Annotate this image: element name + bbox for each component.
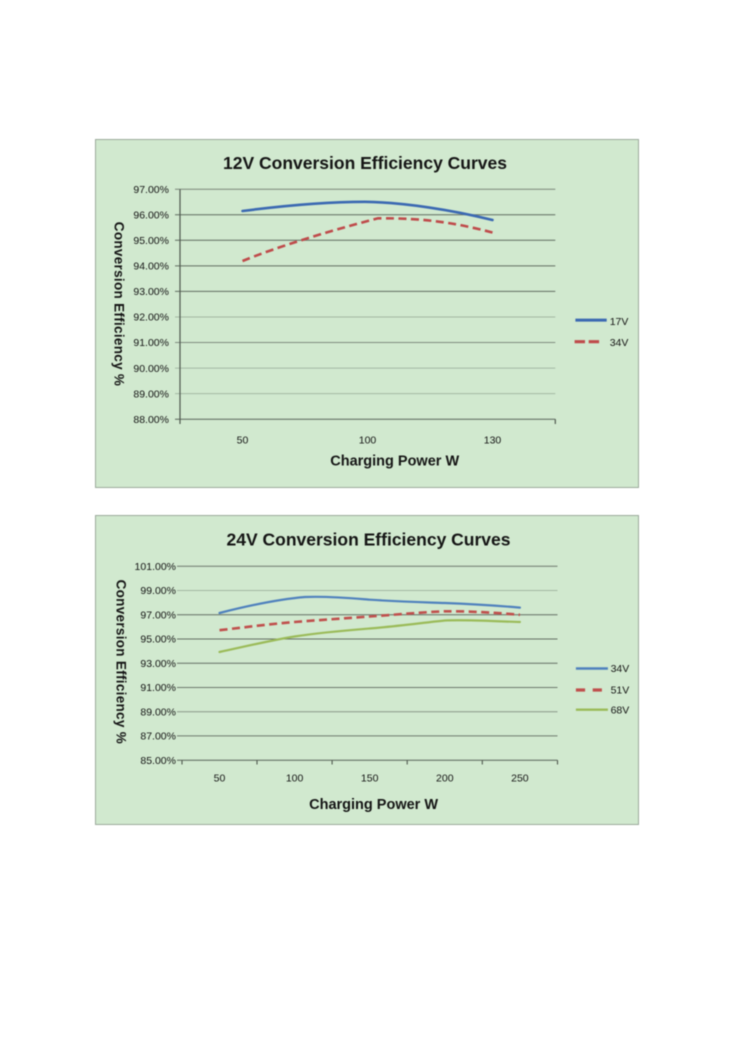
svg-text:101.00%: 101.00% (135, 561, 176, 573)
svg-text:100: 100 (286, 773, 304, 785)
svg-text:Conversion Efficiency %: Conversion Efficiency % (112, 222, 127, 386)
svg-text:24V Conversion Efficiency Curv: 24V Conversion Efficiency Curves (227, 530, 511, 550)
svg-text:91.00%: 91.00% (140, 682, 176, 694)
svg-text:34V: 34V (611, 663, 630, 675)
svg-text:95.00%: 95.00% (140, 634, 176, 646)
svg-text:50: 50 (214, 773, 226, 785)
svg-text:130: 130 (484, 435, 502, 447)
svg-text:97.00%: 97.00% (140, 610, 176, 622)
svg-text:68V: 68V (611, 704, 630, 716)
svg-text:150: 150 (361, 773, 379, 785)
svg-text:97.00%: 97.00% (133, 184, 169, 196)
svg-text:85.00%: 85.00% (140, 755, 176, 767)
svg-text:99.00%: 99.00% (140, 585, 176, 597)
svg-text:Conversion Efficiency %: Conversion Efficiency % (114, 580, 129, 744)
svg-text:34V: 34V (610, 337, 629, 349)
svg-text:94.00%: 94.00% (133, 261, 169, 273)
svg-text:Charging Power W: Charging Power W (309, 797, 438, 813)
svg-text:88.00%: 88.00% (133, 414, 169, 426)
svg-text:95.00%: 95.00% (133, 235, 169, 247)
svg-text:250: 250 (511, 773, 529, 785)
svg-text:17V: 17V (610, 316, 629, 328)
svg-text:200: 200 (436, 773, 454, 785)
svg-text:51V: 51V (611, 685, 630, 697)
svg-text:87.00%: 87.00% (140, 731, 176, 743)
svg-text:89.00%: 89.00% (140, 706, 176, 718)
svg-text:90.00%: 90.00% (133, 363, 169, 375)
svg-text:93.00%: 93.00% (133, 286, 169, 298)
svg-text:12V Conversion Efficiency Curv: 12V Conversion Efficiency Curves (223, 153, 507, 173)
svg-text:91.00%: 91.00% (133, 337, 169, 349)
svg-text:89.00%: 89.00% (133, 388, 169, 400)
svg-text:93.00%: 93.00% (140, 658, 176, 670)
svg-text:50: 50 (237, 435, 249, 447)
svg-text:Charging Power W: Charging Power W (330, 454, 459, 470)
svg-text:92.00%: 92.00% (133, 312, 169, 324)
svg-text:96.00%: 96.00% (133, 210, 169, 222)
svg-text:100: 100 (359, 435, 377, 447)
